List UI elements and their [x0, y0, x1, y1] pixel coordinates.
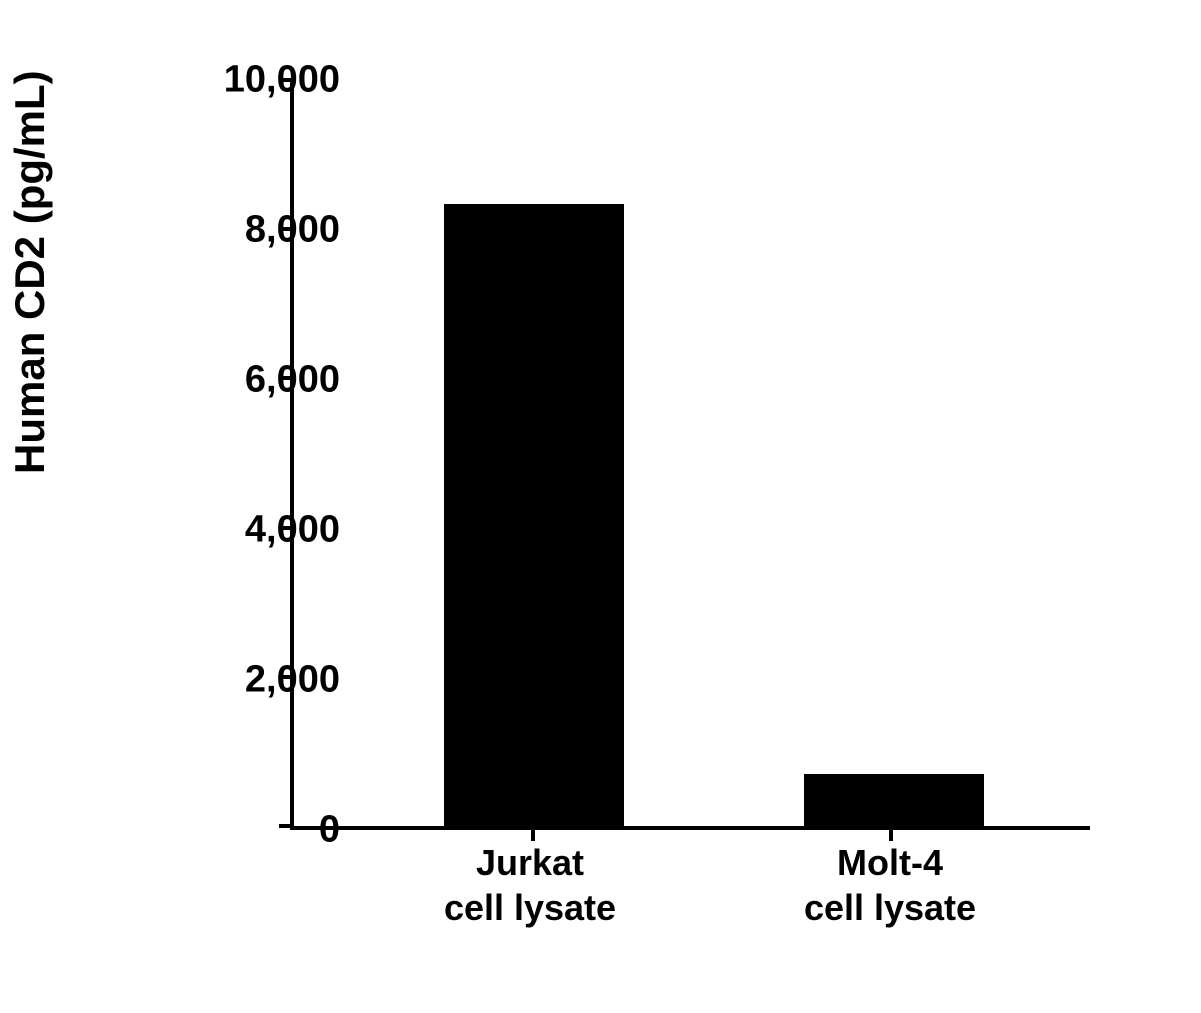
x-label-line1: Molt-4 [837, 842, 943, 883]
y-axis-label: Human CD2 (pg/mL) [6, 70, 54, 474]
x-label-line2: cell lysate [444, 887, 616, 928]
chart-container: Human CD2 (pg/mL) 0 2,000 4,000 6,000 8,… [50, 50, 1150, 970]
y-tick-label: 2,000 [245, 659, 340, 702]
plot-area [290, 80, 1090, 830]
bar-molt4 [804, 774, 984, 827]
x-label-line1: Jurkat [476, 842, 584, 883]
x-label-line2: cell lysate [804, 887, 976, 928]
y-tick-label: 10,000 [224, 59, 340, 102]
x-tick-mark [889, 826, 893, 841]
x-tick-mark [531, 826, 535, 841]
bar-jurkat [444, 204, 624, 827]
y-tick-label: 8,000 [245, 209, 340, 252]
y-tick-mark [279, 824, 294, 828]
x-tick-label: Molt-4 cell lysate [804, 840, 976, 930]
y-tick-label: 0 [319, 809, 340, 852]
x-tick-label: Jurkat cell lysate [444, 840, 616, 930]
y-tick-label: 6,000 [245, 359, 340, 402]
y-tick-label: 4,000 [245, 509, 340, 552]
